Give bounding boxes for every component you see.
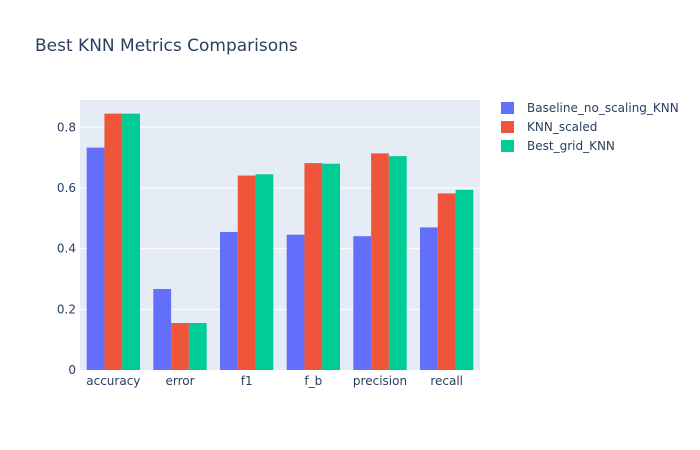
legend-item-knn-scaled[interactable]: KNN_scaled [501, 120, 597, 134]
legend-swatch [501, 140, 514, 152]
bar-knn-scaled-error[interactable] [171, 322, 189, 370]
bar-best-grid-knn-recall[interactable] [455, 189, 474, 370]
bar-baseline-no-scaling-knn-recall[interactable] [420, 227, 438, 370]
bar-best-grid-knn-accuracy[interactable] [122, 113, 140, 371]
legend-label: Best_grid_KNN [527, 139, 615, 153]
bar-baseline-no-scaling-knn-precision[interactable] [353, 236, 372, 370]
legend: Baseline_no_scaling_KNN KNN_scaled Best_gr… [501, 101, 679, 153]
bar-best-grid-knn-f-b[interactable] [322, 163, 340, 370]
x-axis: accuracy error f1 f_b precision recall [86, 374, 463, 388]
y-axis: 0 0.2 0.4 0.6 0.8 [57, 120, 76, 377]
x-tick-label: f_b [304, 374, 322, 388]
bar-knn-scaled-f-b[interactable] [304, 163, 323, 370]
y-tick-label: 0.8 [57, 120, 76, 134]
bar-knn-scaled-precision[interactable] [371, 153, 389, 370]
bar-best-grid-knn-f1[interactable] [255, 174, 274, 370]
bar-best-grid-knn-error[interactable] [188, 322, 207, 370]
legend-item-baseline-no-scaling-knn[interactable]: Baseline_no_scaling_KNN [501, 101, 679, 115]
gridlines [80, 126, 480, 310]
bar-baseline-no-scaling-knn-accuracy[interactable] [86, 147, 105, 370]
legend-item-best-grid-knn[interactable]: Best_grid_KNN [501, 139, 615, 153]
plot-area [80, 100, 480, 370]
bar-baseline-no-scaling-knn-f-b[interactable] [286, 234, 305, 370]
legend-swatch [501, 102, 514, 114]
bar-knn-scaled-accuracy[interactable] [104, 113, 123, 371]
y-tick-label: 0.4 [57, 242, 76, 256]
x-tick-label: f1 [241, 374, 253, 388]
y-tick-label: 0.6 [57, 181, 76, 195]
legend-label: Baseline_no_scaling_KNN [527, 101, 679, 115]
x-tick-label: accuracy [86, 374, 140, 388]
bar-baseline-no-scaling-knn-f1[interactable] [220, 231, 238, 370]
y-tick-label: 0.2 [57, 302, 76, 316]
bar-knn-scaled-recall[interactable] [437, 193, 456, 370]
chart-title: Best KNN Metrics Comparisons [35, 36, 298, 56]
bar-baseline-no-scaling-knn-error[interactable] [153, 289, 172, 370]
y-tick-label: 0 [68, 363, 76, 377]
x-tick-label: precision [353, 374, 407, 388]
legend-swatch [501, 121, 514, 133]
x-tick-label: error [165, 374, 194, 388]
bars [86, 113, 474, 371]
legend-label: KNN_scaled [527, 120, 597, 134]
x-tick-label: recall [430, 374, 463, 388]
bar-best-grid-knn-precision[interactable] [388, 156, 407, 370]
bar-knn-scaled-f1[interactable] [237, 175, 256, 370]
